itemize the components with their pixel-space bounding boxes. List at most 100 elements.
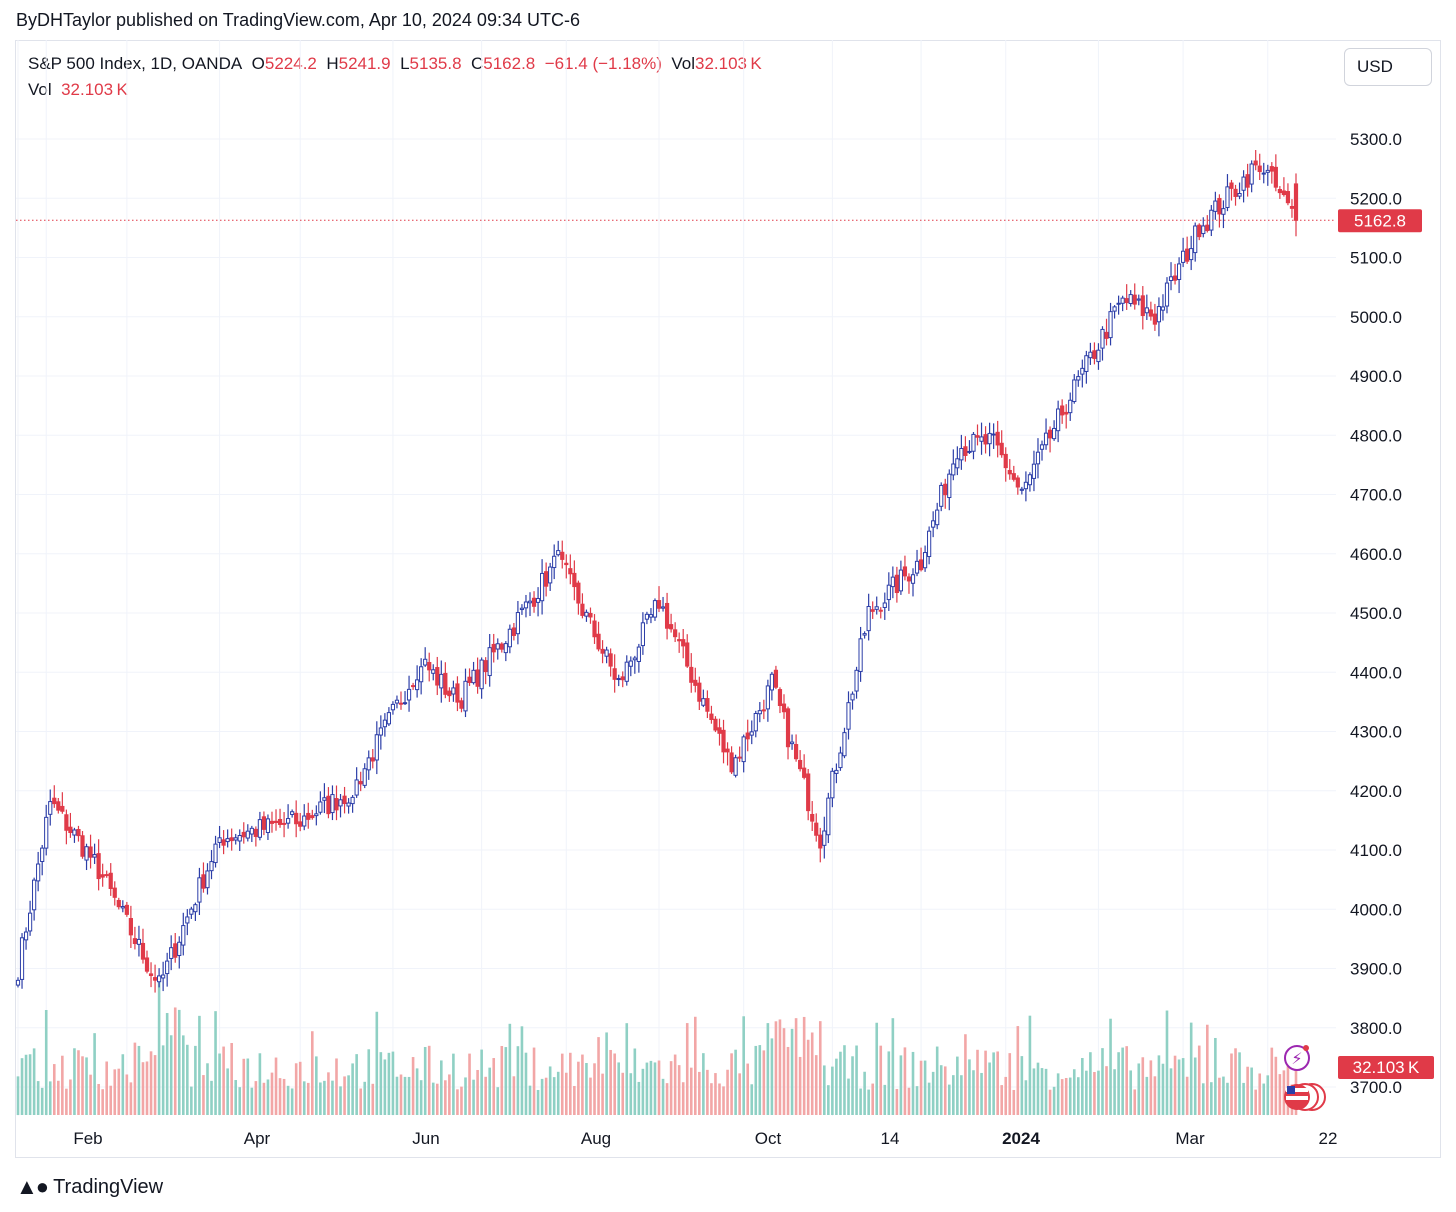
candle-body	[390, 703, 396, 711]
volume-bar	[738, 1073, 741, 1115]
candle-body	[1092, 350, 1097, 359]
candle-body	[1217, 197, 1222, 215]
candle-body	[1265, 169, 1270, 173]
volume-bar	[327, 1072, 330, 1115]
candle-body	[237, 835, 242, 842]
volume-bar	[294, 1063, 298, 1115]
last-volume-label: 32.103 K	[1353, 1058, 1420, 1077]
volume-bar	[1214, 1037, 1217, 1115]
candle-body	[628, 660, 633, 667]
y-tick-label: 4700.0	[1350, 486, 1402, 505]
volume-bar	[1040, 1068, 1044, 1115]
volume-bar	[1048, 1089, 1052, 1115]
symbol-label[interactable]: S&P 500 Index, 1D, OANDA	[28, 54, 243, 73]
volume-bar	[556, 1071, 560, 1115]
volume-bar	[778, 1019, 782, 1115]
volume-bar	[1254, 1089, 1257, 1115]
volume-bar	[153, 1055, 157, 1115]
candle-body	[169, 947, 174, 959]
volume-bar	[423, 1047, 427, 1115]
volume-bar	[871, 1083, 874, 1115]
volume-bar	[157, 979, 161, 1115]
volume-bar	[73, 1048, 76, 1115]
volume-bar	[758, 1045, 762, 1115]
volume-bar	[786, 1046, 790, 1115]
volume-bar	[1085, 1070, 1088, 1115]
candle-body	[455, 683, 460, 703]
volume-bar	[710, 1083, 713, 1115]
candle-body	[697, 682, 702, 702]
volume-bar	[1246, 1066, 1249, 1115]
y-tick-label: 4200.0	[1350, 782, 1402, 801]
volume-bar	[512, 1076, 516, 1115]
candle-body	[830, 770, 835, 799]
candle-body	[652, 600, 658, 618]
volume-bar	[839, 1051, 842, 1115]
volume-bar	[246, 1058, 250, 1115]
candle-body	[560, 551, 565, 560]
candle-body	[971, 433, 976, 452]
candle-body	[1253, 160, 1258, 166]
y-tick-label: 4500.0	[1350, 604, 1402, 623]
volume-bar	[468, 1053, 471, 1115]
candle-body	[713, 718, 718, 731]
currency-button[interactable]: USD	[1344, 48, 1432, 86]
volume-bar	[1133, 1089, 1137, 1115]
lightning-event-icon	[1284, 1045, 1310, 1071]
volume-bar	[242, 1058, 246, 1115]
candle-body	[1096, 349, 1101, 363]
candle-body	[157, 975, 162, 983]
volume-bar	[145, 1061, 149, 1115]
volume-bar	[355, 1054, 358, 1115]
ohlc-legend: S&P 500 Index, 1D, OANDA O5224.2 H5241.9…	[28, 54, 762, 74]
candle-body	[358, 781, 363, 785]
candle-body	[1168, 276, 1174, 282]
candle-body	[201, 874, 206, 889]
candle-body	[366, 757, 371, 771]
volume-bar	[496, 1087, 500, 1115]
volume-bar	[1157, 1055, 1161, 1115]
candle-body	[1160, 306, 1166, 311]
candle-body	[1007, 469, 1012, 475]
candle-body	[822, 830, 827, 846]
candle-body	[205, 870, 210, 889]
volume-bar	[706, 1069, 709, 1115]
volume-bar	[637, 1081, 641, 1115]
candle-body	[548, 566, 553, 584]
volume-bar	[121, 1054, 125, 1115]
tradingview-brand[interactable]: ▲● TradingView	[16, 1174, 163, 1200]
lightning-symbol-icon: ⚡	[1291, 1049, 1302, 1068]
volume-bar	[569, 1052, 572, 1115]
volume-bar	[1185, 1076, 1189, 1115]
y-tick-label: 5100.0	[1350, 249, 1402, 268]
candle-body	[269, 820, 275, 824]
candle-body	[810, 813, 815, 822]
candle-body	[527, 600, 533, 604]
vol-indicator-value: 32.103 K	[61, 80, 128, 99]
x-tick-label: Mar	[1175, 1129, 1205, 1148]
volume-bar	[891, 1018, 895, 1115]
volume-bar	[1206, 1024, 1209, 1115]
candle-body	[177, 941, 182, 956]
candle-body	[1128, 294, 1133, 305]
volume-bar	[202, 1075, 205, 1115]
volume-bar	[867, 1089, 870, 1115]
candle-body	[564, 562, 569, 566]
candle-body	[354, 779, 359, 796]
volume-bar	[1101, 1048, 1104, 1115]
candle-body	[1213, 200, 1218, 212]
volume-bar	[40, 1087, 44, 1115]
candle-body	[862, 633, 867, 636]
volume-bar	[641, 1068, 645, 1115]
volume-bar	[939, 1065, 943, 1115]
volume-bar	[1222, 1076, 1225, 1115]
volume-bar	[879, 1045, 883, 1115]
volume-bar	[613, 1053, 616, 1115]
candle-body	[144, 957, 150, 972]
volume-bar	[617, 1062, 621, 1115]
volume-bar	[984, 1050, 987, 1115]
last-volume-badge	[1338, 1056, 1434, 1079]
volume-bar	[52, 1064, 56, 1115]
volume-bar	[403, 1076, 407, 1115]
